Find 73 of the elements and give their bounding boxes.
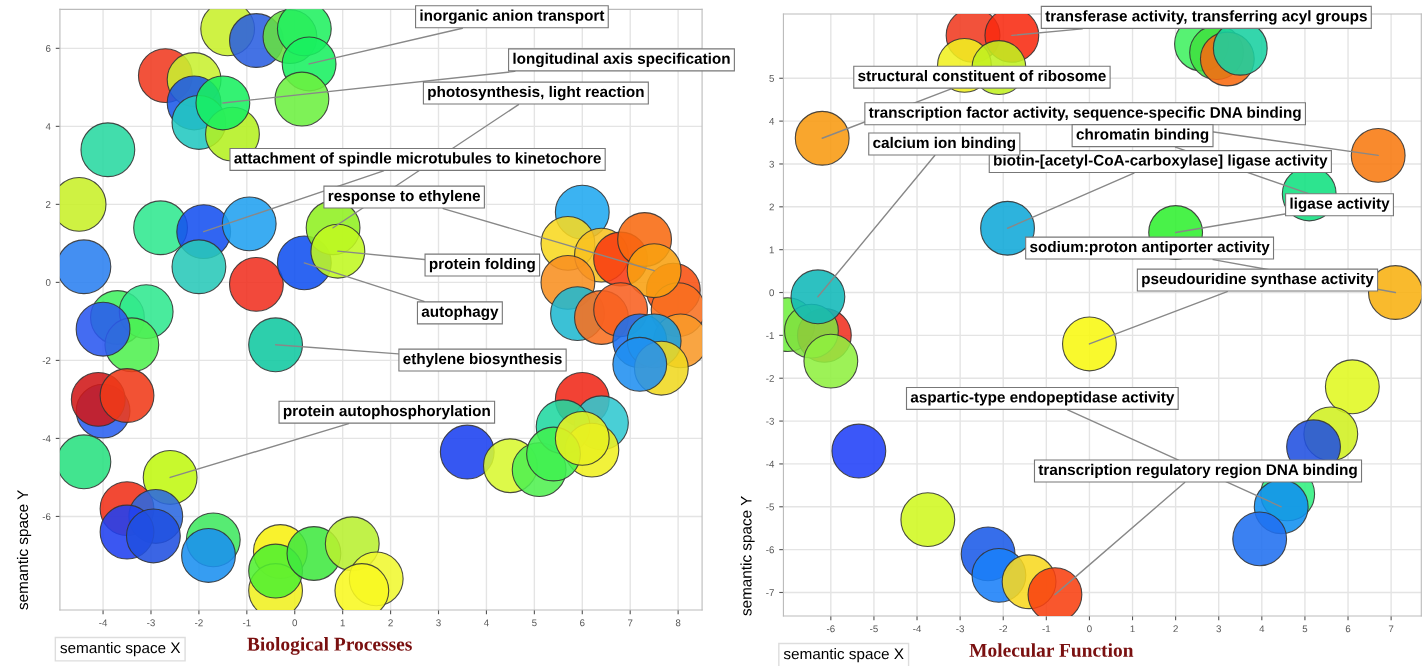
y-tick-label: -7 <box>766 589 774 596</box>
y-tick-label: -4 <box>42 435 51 442</box>
y-tick-label: 6 <box>45 45 51 52</box>
y-tick-label: 0 <box>45 279 51 286</box>
y-tick-label: 0 <box>769 289 775 297</box>
annotation: autophagy <box>421 305 499 321</box>
x-tick-label: 5 <box>532 619 537 627</box>
annotation: chromatin binding <box>1076 128 1209 143</box>
y-axis-title: semantic space Y <box>740 496 755 616</box>
y-tick-label: 4 <box>45 123 51 130</box>
y-tick-label: -6 <box>42 513 51 521</box>
y-tick-label: -3 <box>766 417 774 425</box>
x-tick-label: -4 <box>99 619 108 627</box>
annotation: transcription factor activity, sequence-specific DNA binding <box>868 106 1301 121</box>
x-tick-label: -1 <box>242 619 251 627</box>
x-tick-label: 2 <box>388 619 393 627</box>
x-axis-title: semantic space X <box>783 648 904 663</box>
x-tick-label: 3 <box>436 619 441 627</box>
x-tick-label: 5 <box>1302 625 1308 633</box>
y-axis-title: semantic space Y <box>16 490 32 610</box>
x-axis-title: semantic space X <box>60 642 181 657</box>
text: Biological Processes <box>247 637 412 655</box>
annotation: ligase activity <box>1290 197 1390 212</box>
x-tick-label: 1 <box>340 619 345 627</box>
y-tick-label: 2 <box>45 201 51 208</box>
x-tick-label: 2 <box>1173 625 1178 633</box>
annotation: response to ethylene <box>328 189 481 205</box>
annotation: sodium:proton antiporter activity <box>1030 240 1270 256</box>
x-tick-label: 1 <box>1130 625 1135 633</box>
x-tick-label: -6 <box>826 625 835 633</box>
annotation: transcription regulatory region DNA binding <box>1038 463 1357 479</box>
y-tick-label: -2 <box>42 357 51 364</box>
annotation: attachment of spindle microtubules to kinetochore <box>234 152 601 167</box>
annotation: calcium ion binding <box>873 136 1015 152</box>
annotation: inorganic anion transport <box>420 9 605 24</box>
y-tick-label: -6 <box>766 546 774 554</box>
x-tick-label: -2 <box>195 619 203 627</box>
x-tick-label: 6 <box>1345 625 1351 633</box>
x-tick-label: 4 <box>483 619 489 627</box>
x-tick-label: 8 <box>675 619 681 627</box>
x-tick-label: 4 <box>1259 625 1265 633</box>
x-tick-label: 0 <box>292 619 298 627</box>
x-tick-label: -3 <box>956 625 965 633</box>
annotation: photosynthesis, light reaction <box>428 85 644 101</box>
x-tick-label: -4 <box>913 625 922 633</box>
annotation: aspartic-type endopeptidase activity <box>910 391 1175 406</box>
x-tick-label: -5 <box>870 625 878 633</box>
annotation: structural constituent of ribosome <box>858 70 1106 82</box>
annotation: ethylene biosynthesis <box>403 352 562 368</box>
y-tick-label: -1 <box>766 332 774 339</box>
x-tick-label: 3 <box>1216 625 1221 633</box>
x-tick-label: -1 <box>1042 625 1051 633</box>
y-tick-label: -2 <box>766 374 774 382</box>
x-tick-label: 6 <box>580 619 585 627</box>
text: Molecular Function <box>969 643 1134 657</box>
annotation: protein autophosphorylation <box>283 405 490 420</box>
x-tick-label: 0 <box>1087 625 1092 633</box>
x-tick-label: -2 <box>999 625 1008 633</box>
y-tick-label: -5 <box>766 503 774 511</box>
x-tick-label: 7 <box>628 619 633 627</box>
annotation: biotin-[acetyl-CoA-carboxylase] ligase activity <box>994 154 1328 169</box>
y-tick-label: -4 <box>766 460 775 468</box>
y-tick-label: 1 <box>769 246 774 254</box>
annotation: pseudouridine synthase activity <box>1142 272 1374 288</box>
y-tick-label: 4 <box>769 117 775 125</box>
y-tick-label: 3 <box>769 160 774 168</box>
y-tick-label: 5 <box>769 75 774 82</box>
x-tick-label: -3 <box>147 619 155 627</box>
annotation: protein folding <box>429 257 535 273</box>
x-tick-label: 7 <box>1388 625 1394 633</box>
annotation: longitudinal axis specification <box>513 52 730 68</box>
annotation: transferase activity, transferring acyl groups <box>1045 10 1367 25</box>
y-tick-label: 2 <box>769 203 774 211</box>
